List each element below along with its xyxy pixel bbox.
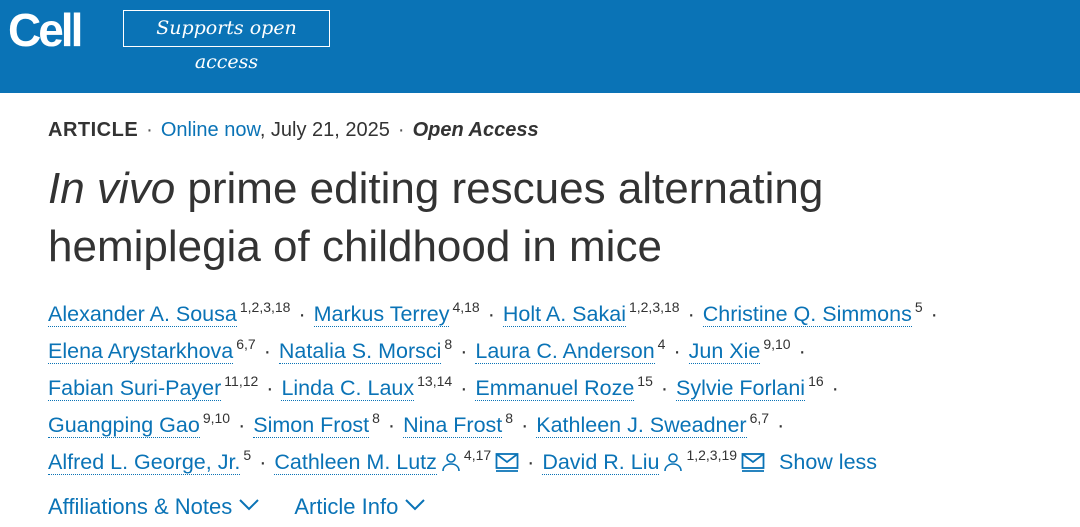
author-separator: · — [487, 302, 495, 326]
affiliation-sup: 5 — [914, 299, 923, 315]
author-link[interactable]: Natalia S. Morsci — [278, 339, 442, 364]
chevron-down-icon — [238, 490, 260, 520]
author-list: Alexander A. Sousa 1,2,3,18 · Markus Terrey… — [48, 289, 1078, 475]
author-separator: · — [831, 376, 839, 400]
affiliation-sup: 6,7 — [749, 410, 770, 426]
affiliation-sup: 1,2,3,18 — [239, 299, 291, 315]
author-link[interactable]: Elena Arystarkhova — [48, 339, 234, 364]
meta-separator: · — [146, 119, 153, 141]
author-link[interactable]: Laura C. Anderson — [475, 339, 655, 364]
meta-separator: · — [397, 119, 405, 141]
author-link[interactable]: Emmanuel Roze — [475, 376, 635, 401]
affiliation-sup: 4,17 — [463, 447, 492, 463]
author-separator: · — [687, 302, 695, 326]
affiliation-sup: 13,14 — [417, 373, 453, 389]
author-link[interactable]: Linda C. Laux — [281, 376, 415, 401]
affiliations-notes-label: Affiliations & Notes — [48, 494, 233, 519]
mail-icon[interactable] — [741, 447, 765, 484]
chevron-down-icon — [404, 490, 426, 520]
affiliation-sup: 8 — [372, 410, 380, 426]
article-tabs: Affiliations & Notes Article Info — [48, 490, 454, 522]
affiliations-notes-toggle[interactable]: Affiliations & Notes — [48, 490, 260, 522]
cell-logo[interactable]: Cell — [8, 4, 83, 56]
author-separator: · — [387, 413, 396, 437]
author-separator: · — [930, 302, 938, 326]
show-less-button[interactable]: Show less — [779, 450, 878, 474]
title-part-1: prime editing rescues alternating — [175, 164, 824, 213]
affiliation-sup: 6,7 — [236, 336, 256, 352]
author-separator: · — [460, 376, 468, 400]
article-info-label: Article Info — [294, 494, 399, 519]
title-part-2: hemiplegia of childhood in mice — [48, 222, 662, 271]
affiliation-sup: 9,10 — [763, 336, 791, 352]
open-access-label: Open Access — [412, 119, 539, 141]
affiliation-sup: 1,2,3,19 — [686, 447, 738, 463]
author-line: Alfred L. George, Jr. 5 · Cathleen M. Lutz 4… — [48, 437, 1078, 475]
author-separator: · — [527, 450, 535, 474]
author-separator: · — [259, 450, 267, 474]
author-link[interactable]: Kathleen J. Sweadner — [536, 413, 747, 438]
article-title: In vivo prime editing rescues alternatin… — [48, 160, 1048, 276]
author-separator: · — [460, 339, 468, 363]
online-now-link[interactable]: Online now — [160, 119, 260, 141]
supports-open-access-badge[interactable]: Supports open access — [123, 10, 330, 73]
author-link[interactable]: Jun Xie — [688, 339, 761, 364]
affiliation-sup: 8 — [505, 410, 514, 426]
author-link[interactable]: Nina Frost — [403, 413, 503, 438]
affiliation-sup: 16 — [808, 373, 824, 389]
author-line: Elena Arystarkhova 6,7 · Natalia S. Morsci 8… — [48, 326, 1078, 364]
author-separator: · — [660, 376, 669, 400]
affiliation-sup: 9,10 — [202, 410, 231, 426]
author-separator: · — [266, 376, 274, 400]
title-italic-part: In vivo — [48, 164, 176, 213]
affiliation-sup: 8 — [444, 336, 453, 352]
author-link[interactable]: Simon Frost — [253, 413, 370, 438]
person-icon — [663, 447, 683, 484]
author-link[interactable]: David R. Liu — [542, 450, 660, 475]
article-meta: ARTICLE · Online now, July 21, 2025 · Open A… — [48, 118, 539, 142]
publication-date: , July 21, 2025 — [259, 119, 390, 141]
author-link[interactable]: Cathleen M. Lutz — [274, 450, 437, 475]
author-line: Guangping Gao 9,10 · Simon Frost 8 · Nina Fros… — [48, 400, 1078, 438]
author-separator: · — [263, 339, 271, 363]
journal-header-bar: Cell Supports open access — [0, 0, 1080, 93]
author-separator: · — [798, 339, 806, 363]
author-line: Alexander A. Sousa 1,2,3,18 · Markus Terrey… — [48, 289, 1078, 327]
author-separator: · — [298, 302, 306, 326]
affiliation-sup: 11,12 — [224, 373, 259, 389]
person-icon — [441, 447, 461, 484]
author-separator: · — [238, 413, 246, 437]
author-link[interactable]: Markus Terrey — [313, 302, 450, 327]
author-link[interactable]: Christine Q. Simmons — [702, 302, 912, 327]
affiliation-sup: 1,2,3,18 — [628, 299, 680, 315]
author-link[interactable]: Holt A. Sakai — [502, 302, 626, 327]
mail-icon[interactable] — [495, 447, 519, 484]
author-separator: · — [521, 413, 529, 437]
article-type: ARTICLE — [48, 119, 139, 141]
author-separator: · — [777, 413, 785, 437]
author-separator: · — [673, 339, 681, 363]
author-link[interactable]: Sylvie Forlani — [676, 376, 806, 401]
author-link[interactable]: Alfred L. George, Jr. — [48, 450, 241, 475]
affiliation-sup: 5 — [243, 447, 252, 463]
author-link[interactable]: Fabian Suri-Payer — [48, 376, 222, 401]
affiliation-sup: 15 — [637, 373, 653, 389]
author-link[interactable]: Guangping Gao — [48, 413, 200, 438]
author-line: Fabian Suri-Payer 11,12 · Linda C. Laux 13,1… — [48, 363, 1078, 401]
author-link[interactable]: Alexander A. Sousa — [48, 302, 237, 327]
affiliation-sup: 4,18 — [452, 299, 480, 315]
article-info-toggle[interactable]: Article Info — [294, 490, 426, 522]
affiliation-sup: 4 — [657, 336, 666, 352]
